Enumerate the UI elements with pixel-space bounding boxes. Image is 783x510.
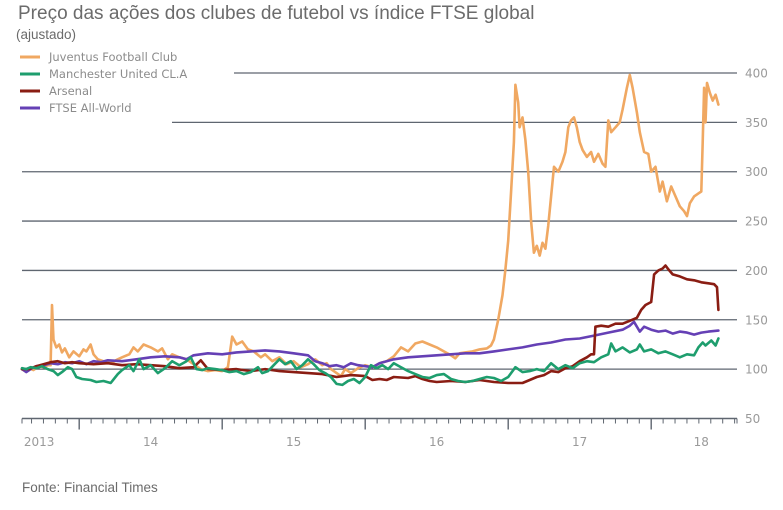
x-tick-label-18: 18: [694, 435, 709, 449]
legend-label: FTSE All-World: [49, 101, 132, 115]
series-line-manchester-united-cl-a: [20, 337, 720, 387]
legend-item-manchester-united-cl-a: Manchester United CL.A: [20, 67, 187, 81]
series-line-juventus-football-club: [20, 73, 720, 378]
legend-item-arsenal: Arsenal: [20, 84, 92, 98]
source-note: Fonte: Financial Times: [22, 480, 158, 495]
y-tick-label-150: 150: [745, 313, 768, 327]
chart-title: Preço das ações dos clubes de futebol vs…: [18, 3, 535, 24]
x-tick-label-15: 15: [286, 435, 301, 449]
y-tick-label-350: 350: [745, 116, 768, 130]
legend: Juventus Football Club Manchester United …: [20, 50, 187, 115]
gridlines: [22, 72, 737, 370]
x-tick-label-2013: 2013: [24, 435, 55, 449]
y-tick-label-100: 100: [745, 363, 768, 377]
series-lines: [20, 73, 720, 387]
y-tick-label-50: 50: [745, 412, 760, 426]
legend-label: Manchester United CL.A: [49, 67, 187, 81]
x-axis-labels: 2013 14 15 16 17 18: [24, 435, 709, 449]
line-chart: 50 100 150 200 250 300 350 400 2013 14 15 16 17 18 J…: [20, 50, 768, 449]
legend-item-juventus-football-club: Juventus Football Club: [20, 50, 177, 64]
legend-label: Juventus Football Club: [48, 50, 177, 64]
y-tick-label-250: 250: [745, 215, 768, 229]
y-axis-labels: 50 100 150 200 250 300 350 400: [745, 67, 768, 427]
legend-label: Arsenal: [49, 84, 92, 98]
x-tick-label-14: 14: [143, 435, 158, 449]
x-tick-label-17: 17: [572, 435, 587, 449]
y-tick-label-300: 300: [745, 165, 768, 179]
chart-subtitle: (ajustado): [16, 27, 77, 42]
y-tick-label-400: 400: [745, 67, 768, 81]
series-line-ftse-all-world: [20, 320, 720, 374]
x-tick-label-16: 16: [429, 435, 444, 449]
y-tick-label-200: 200: [745, 264, 768, 278]
legend-item-ftse-all-world: FTSE All-World: [20, 101, 132, 115]
x-axis: [21, 417, 738, 430]
